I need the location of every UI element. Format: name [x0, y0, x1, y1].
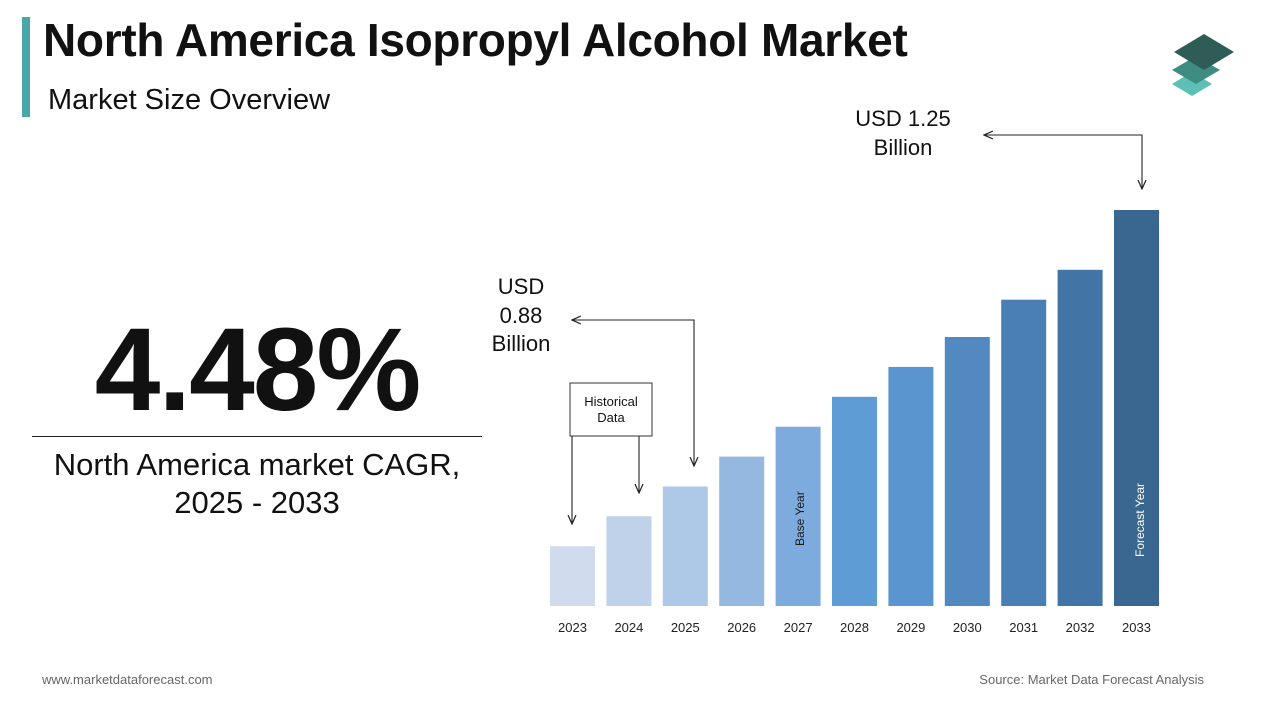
bar-2025	[662, 486, 708, 606]
x-tick-label-2032: 2032	[1066, 620, 1095, 635]
x-tick-label-2027: 2027	[784, 620, 813, 635]
x-tick-label-2026: 2026	[727, 620, 756, 635]
end-value-line1: USD 1.25	[855, 106, 950, 131]
start-value-line2: 0.88	[500, 303, 543, 328]
layers-logo-icon	[1172, 34, 1234, 96]
x-tick-label-2024: 2024	[614, 620, 643, 635]
page-title: North America Isopropyl Alcohol Market	[43, 14, 908, 66]
bar-2031	[1001, 299, 1047, 606]
bar-2026	[719, 456, 765, 606]
title-accent-bar	[22, 17, 30, 117]
cagr-value: 4.48%	[94, 304, 422, 436]
bar-2024	[606, 516, 652, 606]
base-year-label: Base Year	[793, 491, 807, 546]
x-tick-labels: 2023 2024 2025 2026 2027 2028 2029 2030 2031 2032…	[558, 620, 1151, 635]
footer-website: www.marketdataforecast.com	[42, 672, 213, 687]
start-value-arrow	[572, 320, 694, 466]
bar-2023	[550, 546, 595, 606]
start-value-line3: Billion	[492, 331, 551, 356]
logo-layer-top	[1174, 34, 1234, 70]
bar-2030	[944, 337, 990, 606]
cagr-divider	[32, 436, 482, 437]
x-tick-label-2033: 2033	[1122, 620, 1151, 635]
x-tick-label-2028: 2028	[840, 620, 869, 635]
bar-group	[550, 210, 1159, 606]
x-tick-label-2025: 2025	[671, 620, 700, 635]
cagr-caption: North America market CAGR, 2025 - 2033	[32, 446, 482, 522]
historical-label-line2: Data	[597, 410, 625, 425]
bar-2028	[832, 396, 877, 606]
cagr-caption-line2: 2025 - 2033	[174, 485, 340, 520]
bar-2032	[1057, 269, 1103, 606]
page-subtitle: Market Size Overview	[48, 84, 331, 116]
bar-2033	[1114, 210, 1159, 606]
bar-2027	[775, 426, 821, 606]
footer-source: Source: Market Data Forecast Analysis	[979, 672, 1204, 687]
bar-2029	[888, 366, 934, 606]
cagr-caption-line1: North America market CAGR,	[53, 447, 461, 482]
end-value-line2: Billion	[874, 135, 933, 160]
x-tick-label-2030: 2030	[953, 620, 982, 635]
x-tick-label-2031: 2031	[1009, 620, 1038, 635]
start-value-line1: USD	[498, 274, 544, 299]
x-tick-label-2023: 2023	[558, 620, 587, 635]
forecast-year-label: Forecast Year	[1133, 483, 1147, 557]
end-value-arrow	[984, 135, 1142, 189]
x-tick-label-2029: 2029	[896, 620, 925, 635]
historical-label-line1: Historical	[584, 394, 638, 409]
